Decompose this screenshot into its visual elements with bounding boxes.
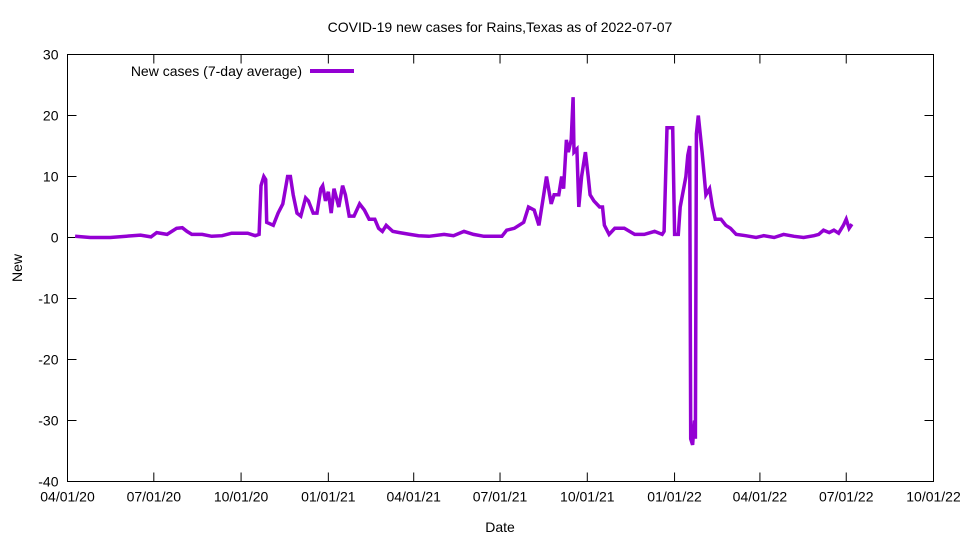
x-axis-label: Date — [485, 519, 515, 535]
x-tick-label: 10/01/22 — [906, 489, 960, 505]
x-tick-label: 07/01/21 — [473, 489, 528, 505]
y-tick-label: -30 — [38, 413, 58, 429]
x-tick-label: 04/01/21 — [386, 489, 441, 505]
y-tick-label: -40 — [38, 474, 58, 490]
plot-frame — [67, 54, 934, 482]
x-tick-label: 01/01/21 — [301, 489, 356, 505]
x-tick-label: 07/01/22 — [819, 489, 874, 505]
y-tick-label: -10 — [38, 291, 58, 307]
legend: New cases (7-day average) — [131, 63, 354, 79]
x-axis: 04/01/20 07/01/20 10/01/20 01/01/21 04/01/21… — [40, 54, 960, 505]
x-tick-label: 04/01/22 — [733, 489, 788, 505]
y-tick-label: -20 — [38, 352, 58, 368]
x-tick-label: 10/01/21 — [560, 489, 615, 505]
series-layer — [74, 97, 854, 446]
y-axis: -40 -30 -20 -10 0 10 20 30 — [38, 47, 934, 490]
y-axis-label: New — [9, 253, 25, 282]
x-tick-label: 04/01/20 — [40, 489, 95, 505]
x-tick-label: 01/01/22 — [647, 489, 702, 505]
chart-title: COVID-19 new cases for Rains,Texas as of… — [328, 19, 673, 35]
series-line — [74, 97, 854, 446]
y-tick-label: 30 — [43, 47, 59, 63]
y-tick-label: 20 — [43, 108, 59, 124]
y-tick-label: 10 — [43, 169, 59, 185]
legend-label: New cases (7-day average) — [131, 63, 302, 79]
y-tick-label: 0 — [51, 230, 59, 246]
x-tick-label: 07/01/20 — [127, 489, 182, 505]
x-tick-label: 10/01/20 — [214, 489, 269, 505]
